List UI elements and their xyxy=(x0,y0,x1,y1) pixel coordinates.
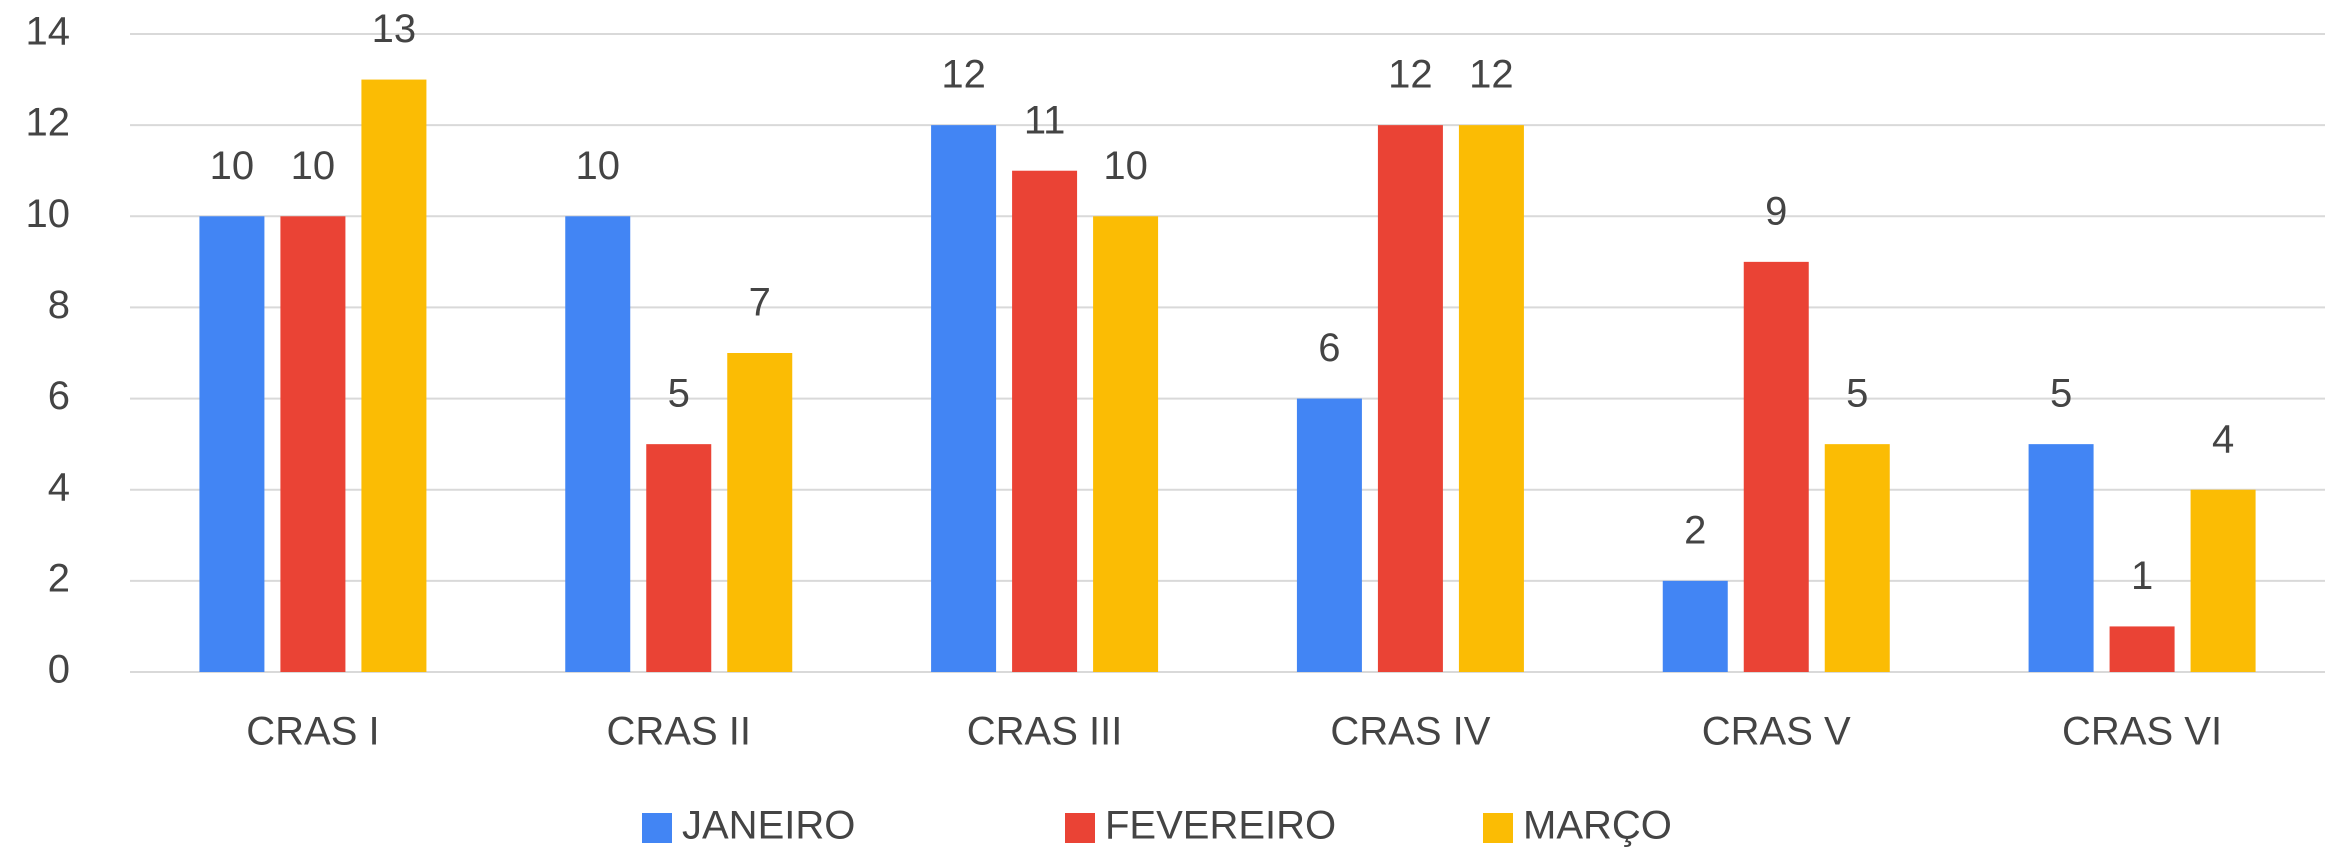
x-tick-label: CRAS V xyxy=(1702,710,1851,754)
legend-swatch xyxy=(642,813,672,843)
value-label: 7 xyxy=(749,281,771,325)
value-label: 5 xyxy=(668,372,690,416)
x-tick-label: CRAS I xyxy=(246,710,379,754)
y-tick-label: 4 xyxy=(48,465,70,509)
value-label: 11 xyxy=(1024,98,1066,142)
value-label: 5 xyxy=(2050,372,2072,416)
bar xyxy=(1743,261,1809,672)
value-label: 12 xyxy=(941,53,986,97)
bar xyxy=(1012,170,1078,672)
value-label: 12 xyxy=(1469,53,1514,97)
bar xyxy=(1458,125,1524,672)
legend-label: MARÇO xyxy=(1523,804,1672,848)
bar xyxy=(2109,626,2175,672)
value-label: 9 xyxy=(1765,189,1787,233)
bar xyxy=(1824,444,1890,672)
x-tick-label: CRAS III xyxy=(967,710,1123,754)
legend-swatch xyxy=(1483,813,1513,843)
x-tick-label: CRAS VI xyxy=(2062,710,2222,754)
value-label: 1 xyxy=(2131,554,2153,598)
legend-label: JANEIRO xyxy=(682,804,855,848)
bar xyxy=(1662,580,1728,672)
bar xyxy=(361,79,427,673)
value-label: 2 xyxy=(1684,508,1706,552)
bar xyxy=(2190,489,2256,672)
value-label: 10 xyxy=(576,144,621,188)
bar xyxy=(646,444,712,672)
legend-label: FEVEREIRO xyxy=(1105,804,1336,848)
bar xyxy=(727,353,793,672)
y-tick-label: 14 xyxy=(26,10,71,54)
bar xyxy=(2028,444,2094,672)
value-label: 5 xyxy=(1846,372,1868,416)
bar xyxy=(280,216,346,673)
bar xyxy=(1093,216,1159,673)
value-label: 12 xyxy=(1388,53,1433,97)
bar xyxy=(565,216,631,673)
y-tick-label: 0 xyxy=(48,648,70,692)
y-tick-label: 12 xyxy=(26,101,71,145)
bar xyxy=(931,125,997,672)
bar xyxy=(1377,125,1443,672)
value-label: 4 xyxy=(2212,417,2234,461)
y-tick-label: 10 xyxy=(26,192,71,236)
y-tick-label: 2 xyxy=(48,556,70,600)
bar xyxy=(199,216,265,673)
value-label: 10 xyxy=(210,144,255,188)
value-label: 10 xyxy=(291,144,336,188)
y-tick-label: 8 xyxy=(48,283,70,327)
legend-swatch xyxy=(1065,813,1095,843)
x-tick-label: CRAS IV xyxy=(1330,710,1490,754)
value-label: 6 xyxy=(1318,326,1340,370)
value-label: 10 xyxy=(1103,144,1148,188)
bar xyxy=(1296,398,1362,672)
value-label: 13 xyxy=(372,7,417,51)
x-tick-label: CRAS II xyxy=(607,710,751,754)
y-tick-label: 6 xyxy=(48,374,70,418)
